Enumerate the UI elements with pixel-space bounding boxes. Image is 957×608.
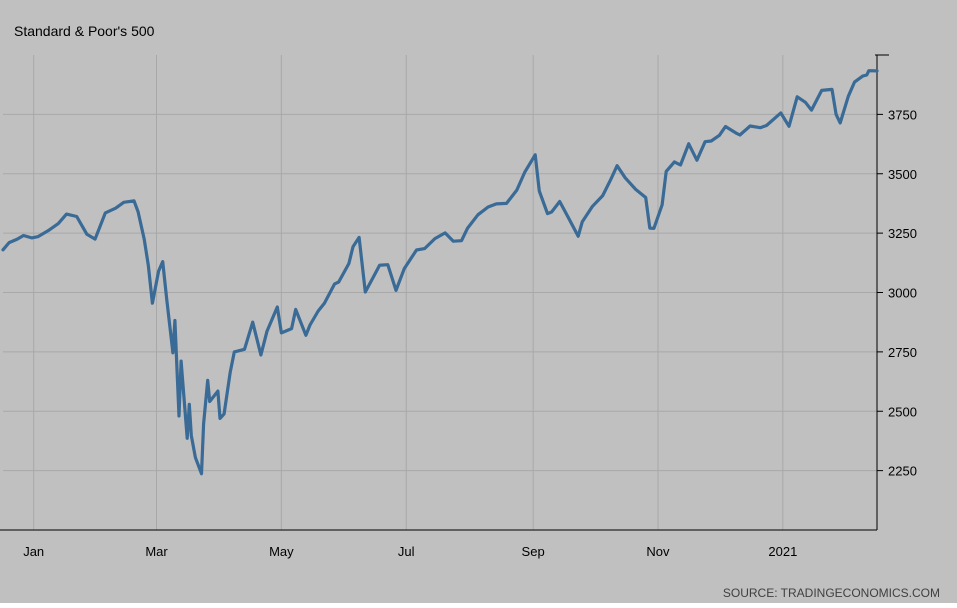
x-tick-label: Sep: [522, 544, 545, 559]
grid-lines: [3, 55, 877, 530]
y-tick-label: 3750: [888, 107, 917, 122]
y-tick-label: 2750: [888, 345, 917, 360]
x-tick-label: Nov: [646, 544, 670, 559]
x-tick-label: Jul: [398, 544, 415, 559]
y-tick-label: 3500: [888, 167, 917, 182]
tick-labels: 2250 2500 2750 3000 3250 3500 3750 Jan Mar May Jul…: [23, 107, 917, 559]
chart-title: Standard & Poor's 500: [14, 23, 155, 39]
y-tick-label: 2500: [888, 404, 917, 419]
series-layer: [1, 69, 879, 476]
y-tick-label: 3250: [888, 226, 917, 241]
x-tick-label: Jan: [23, 544, 44, 559]
x-tick-label: Mar: [145, 544, 168, 559]
y-tick-label: 3000: [888, 286, 917, 301]
y-tick-label: 2250: [888, 464, 917, 479]
series-line: [1, 69, 879, 476]
axes: [0, 54, 889, 531]
x-tick-label: 2021: [768, 544, 797, 559]
source-label: SOURCE: TRADINGECONOMICS.COM: [723, 586, 940, 600]
x-tick-label: May: [269, 544, 294, 559]
